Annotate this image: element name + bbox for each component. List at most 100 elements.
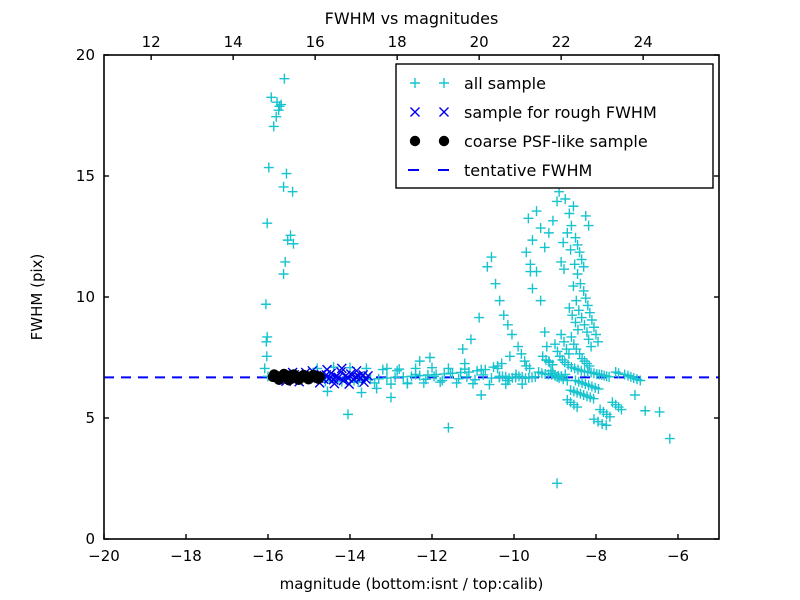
marker-plus [261,351,272,362]
marker-plus [577,353,588,364]
x-tick-label-bottom: −6 [667,547,689,565]
marker-plus [459,364,470,375]
marker-plus [563,348,574,359]
marker-cross [336,363,347,374]
marker-plus [506,329,517,340]
marker-plus [601,420,612,431]
marker-plus [567,310,578,321]
marker-plus [490,278,501,289]
marker-plus [593,416,604,427]
legend-frame [395,63,714,189]
marker-plus [414,370,425,381]
y-axis-label: FWHM (pix) [28,254,46,341]
marker-plus [519,356,530,367]
marker-cross [358,377,369,388]
x-tick-label-bottom: −8 [585,547,607,565]
marker-plus [574,247,585,258]
marker-plus [266,92,277,103]
marker-plus [435,377,446,388]
marker-plus [552,346,563,357]
marker-plus [381,373,392,384]
marker-plus [486,373,497,384]
marker-cross [439,107,449,117]
marker-plus [527,235,538,246]
marker-plus [516,348,527,359]
marker-plus [593,383,604,394]
y-tick-label: 5 [85,409,95,427]
marker-plus [527,283,538,294]
marker-plus [557,354,568,365]
marker-plus [279,73,290,84]
marker-plus [570,317,581,328]
marker-plus [580,293,591,304]
marker-plus [282,235,293,246]
marker-plus [565,244,576,255]
marker-plus [381,363,392,374]
marker-cross [363,370,374,381]
marker-plus [572,324,583,335]
legend-label: tentative FWHM [464,161,592,180]
marker-plus [492,363,503,374]
marker-plus [584,360,595,371]
marker-plus [581,327,592,338]
marker-plus [572,402,583,413]
legend: all sample sample for rough FWHM coarse PS… [395,63,714,189]
marker-plus [568,201,579,212]
marker-plus [262,331,273,342]
marker-plus [556,329,567,340]
x-tick-label-bottom: −16 [252,547,284,565]
marker-plus [427,362,437,373]
marker-plus [451,377,462,388]
marker-plus [356,387,367,398]
marker-cross [344,379,355,390]
marker-plus [468,378,478,389]
marker-plus [535,295,546,306]
marker-plus [586,314,597,325]
x-tick-label-top: 12 [142,33,161,51]
marker-plus [596,369,607,380]
legend-entry[interactable]: all sample [410,74,546,93]
marker-plus [560,193,571,204]
marker-plus [392,365,403,376]
marker-plus [559,264,570,275]
marker-plus [262,218,273,229]
marker-plus [588,322,599,333]
marker-plus [562,227,573,238]
marker-plus [558,237,569,248]
marker-plus [394,364,405,375]
marker-plus [263,162,274,173]
marker-plus [583,220,594,231]
marker-plus [494,295,505,306]
legend-label: sample for rough FWHM [464,103,657,122]
marker-plus [573,305,584,316]
marker-plus [547,359,558,370]
marker-plus [635,375,646,386]
marker-plus [502,319,513,330]
marker-plus [561,344,572,355]
marker-plus [543,227,554,238]
x-tick-label-top: 18 [388,33,407,51]
legend-entry[interactable]: sample for rough FWHM [410,103,657,122]
marker-plus [371,383,382,394]
marker-plus [322,386,333,397]
marker-plus [288,238,299,249]
marker-plus [457,344,468,355]
y-axis-right [714,54,719,540]
marker-plus [552,478,563,489]
marker-plus [556,256,567,267]
legend-entry[interactable]: coarse PSF-like sample [409,132,648,151]
marker-plus [429,371,440,382]
marker-plus [478,369,489,380]
legend-entry[interactable]: tentative FWHM [408,161,592,180]
marker-plus [259,363,270,374]
marker-plus [576,312,587,323]
marker-plus [572,269,583,280]
marker-plus [604,371,615,382]
marker-cross [322,364,333,375]
marker-plus [443,363,454,374]
marker-plus [261,336,272,347]
marker-plus [535,223,546,234]
marker-plus [260,299,271,310]
